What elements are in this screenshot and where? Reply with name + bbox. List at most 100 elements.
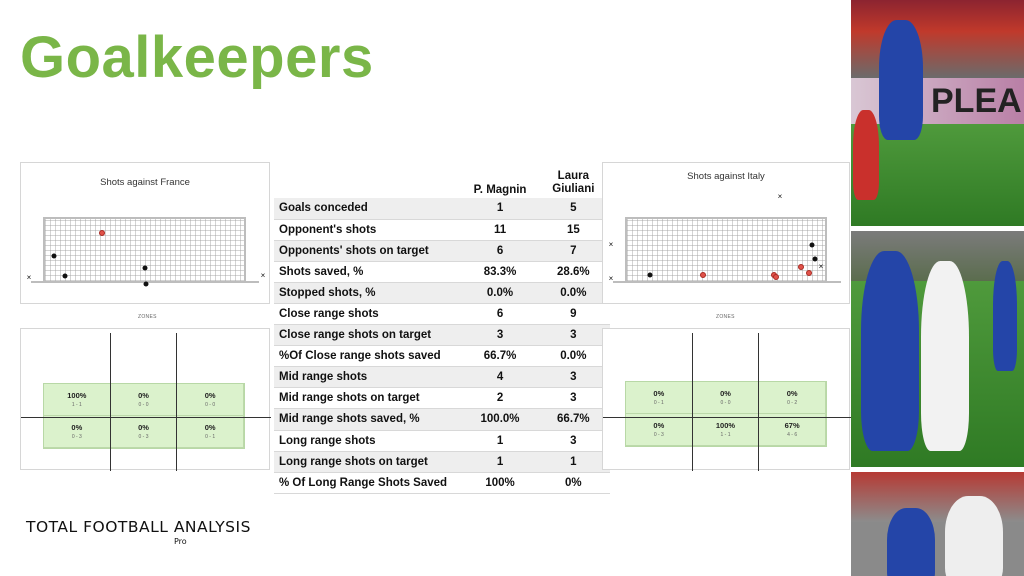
stat-value-magnin: 1 — [463, 451, 537, 473]
photo-banner: PLEA — [851, 78, 1024, 124]
table-row: % Of Long Range Shots Saved 100% 0% — [274, 472, 610, 494]
stat-value-giuliani: 5 — [536, 198, 610, 220]
player-figure — [887, 508, 935, 576]
stat-label: Close range shots — [274, 303, 464, 326]
stat-value-giuliani: 3 — [536, 324, 610, 347]
stat-value-giuliani: 0.0% — [536, 282, 610, 304]
zone-divider — [692, 333, 693, 471]
zone-cell: 100% 1 - 1 — [44, 384, 111, 416]
table-row: Opponent's shots 11 15 — [274, 219, 610, 241]
table-header-giuliani: Laura Giuliani — [552, 170, 595, 195]
stat-value-giuliani: 3 — [536, 430, 610, 452]
stat-value-giuliani: 15 — [536, 219, 610, 241]
france-shot-map: Shots against France × × — [20, 162, 270, 304]
stat-value-giuliani: 0.0% — [536, 345, 610, 368]
match-photo-3 — [851, 472, 1024, 576]
shot-miss-marker: × — [608, 240, 614, 249]
match-photo-2 — [851, 231, 1024, 467]
zone-cell: 67% 4 - 6 — [759, 414, 826, 446]
stat-value-giuliani: 3 — [536, 366, 610, 389]
shot-marker — [142, 265, 148, 271]
goal-net — [43, 217, 246, 281]
shot-goal-marker — [806, 270, 812, 276]
stat-value-magnin: 100% — [463, 472, 537, 494]
stat-value-magnin: 0.0% — [463, 282, 537, 304]
zone-cell: 0% 0 - 1 — [177, 416, 244, 448]
table-header-magnin: P. Magnin — [473, 184, 527, 196]
table-row: Close range shots 6 9 — [274, 303, 610, 326]
zone-cell: 0% 0 - 3 — [626, 414, 693, 446]
goal-line — [613, 281, 841, 283]
stat-value-giuliani: 0% — [536, 472, 610, 494]
zones-label: ZONES — [138, 314, 157, 320]
table-row: Long range shots 1 3 — [274, 430, 610, 452]
stat-value-giuliani: 1 — [536, 451, 610, 473]
zone-cell: 0% 0 - 3 — [44, 416, 111, 448]
france-zones-panel: 100% 1 - 1 0% 0 - 0 0% 0 - 0 0% 0 - 3 0% 0 - … — [20, 328, 271, 471]
shot-marker — [812, 256, 818, 262]
stat-value-giuliani: 9 — [536, 303, 610, 326]
stat-label: Shots saved, % — [274, 261, 464, 283]
table-row: Close range shots on target 3 3 — [274, 324, 610, 347]
shot-goal-marker — [99, 230, 105, 236]
goalkeeper-stats-table: P. Magnin Laura Giuliani Goals conceded 1… — [274, 170, 610, 494]
table-row: Mid range shots on target 2 3 — [274, 387, 610, 410]
table-row: Stopped shots, % 0.0% 0.0% — [274, 282, 610, 304]
player-figure — [945, 496, 1003, 576]
shot-miss-marker: × — [608, 274, 614, 283]
photo-grass — [851, 124, 1024, 226]
player-figure — [921, 261, 969, 451]
italy-shot-map-title: Shots against Italy — [687, 171, 765, 182]
stat-value-magnin: 66.7% — [463, 345, 537, 368]
shot-miss-marker: × — [26, 273, 32, 282]
stat-label: Opponent's shots — [274, 219, 464, 241]
brand-logo-sub: Pro — [174, 537, 187, 546]
zone-cell: 0% 0 - 0 — [110, 384, 178, 416]
stat-label: Mid range shots saved, % — [274, 408, 464, 431]
table-row: Goals conceded 1 5 — [274, 198, 610, 220]
stat-value-giuliani: 28.6% — [536, 261, 610, 283]
france-zone-grid: 100% 1 - 1 0% 0 - 0 0% 0 - 0 0% 0 - 3 0% 0 - … — [43, 383, 245, 449]
stat-label: Long range shots — [274, 430, 464, 452]
zone-divider — [603, 417, 851, 418]
zone-divider — [758, 333, 759, 471]
zone-divider — [176, 333, 177, 471]
zone-divider — [21, 417, 271, 418]
stat-label: % Of Long Range Shots Saved — [274, 472, 464, 494]
stat-label: Goals conceded — [274, 198, 464, 220]
stat-label: Mid range shots — [274, 366, 464, 389]
player-figure — [879, 20, 923, 140]
stat-label: %Of Close range shots saved — [274, 345, 464, 368]
stat-value-magnin: 6 — [463, 303, 537, 326]
stat-label: Stopped shots, % — [274, 282, 464, 304]
table-row: Long range shots on target 1 1 — [274, 451, 610, 473]
france-shot-map-title: Shots against France — [100, 177, 190, 188]
match-photo-1: PLEA — [851, 0, 1024, 226]
shot-marker — [809, 242, 815, 248]
shot-miss-marker: × — [777, 192, 783, 201]
zone-divider — [110, 333, 111, 471]
zone-cell: 0% 0 - 3 — [110, 416, 178, 448]
stat-value-magnin: 83.3% — [463, 261, 537, 283]
stat-value-magnin: 1 — [463, 198, 537, 220]
table-row: Opponents' shots on target 6 7 — [274, 240, 610, 262]
shot-miss-marker: × — [260, 271, 266, 280]
page-title: Goalkeepers — [20, 25, 374, 90]
stat-value-magnin: 2 — [463, 387, 537, 410]
stat-label: Long range shots on target — [274, 451, 464, 473]
zone-cell: 0% 0 - 0 — [692, 382, 760, 414]
stat-value-magnin: 100.0% — [463, 408, 537, 431]
stat-value-giuliani: 66.7% — [536, 408, 610, 431]
italy-zones-panel: 0% 0 - 1 0% 0 - 0 0% 0 - 2 0% 0 - 3 100% 1 - … — [602, 328, 851, 471]
zone-cell: 0% 0 - 2 — [759, 382, 826, 414]
italy-zone-grid: 0% 0 - 1 0% 0 - 0 0% 0 - 2 0% 0 - 3 100% 1 - … — [625, 381, 827, 447]
goal-net — [625, 217, 827, 281]
stat-value-magnin: 11 — [463, 219, 537, 241]
stat-value-magnin: 6 — [463, 240, 537, 262]
table-row: %Of Close range shots saved 66.7% 0.0% — [274, 345, 610, 368]
table-row: Mid range shots 4 3 — [274, 366, 610, 389]
stat-value-magnin: 1 — [463, 430, 537, 452]
shot-goal-marker — [773, 274, 779, 280]
player-figure — [861, 251, 919, 451]
brand-logo: TOTAL FOOTBALL ANALYSIS — [26, 518, 251, 536]
